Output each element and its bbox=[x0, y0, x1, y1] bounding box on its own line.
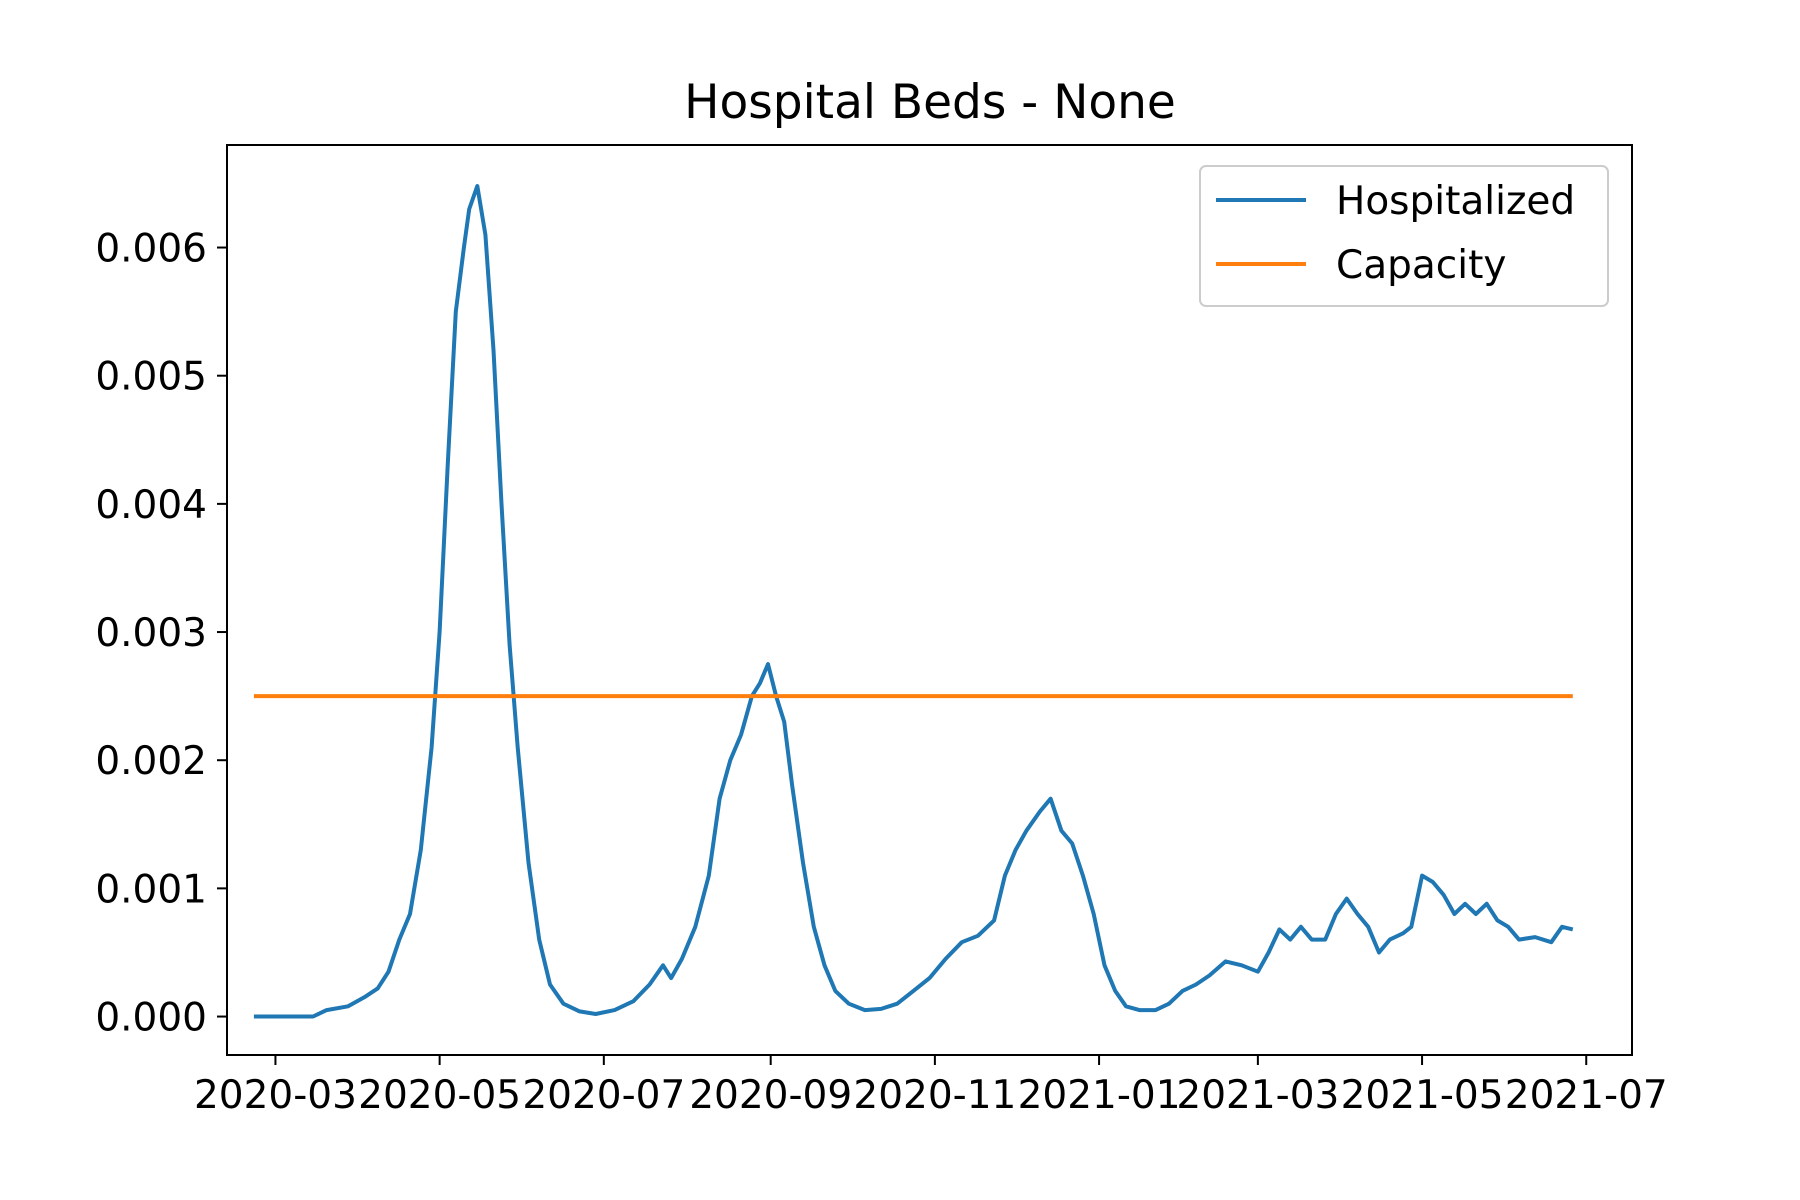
y-tick-label: 0.000 bbox=[95, 996, 207, 1041]
y-axis: 0.000 0.001 0.002 0.003 0.004 0.005 0.006 bbox=[95, 227, 227, 1041]
x-tick-label: 2020-11 bbox=[853, 1073, 1016, 1118]
series-line-hospitalized bbox=[253, 184, 1574, 1019]
x-axis: 2020-03 2020-05 2020-07 2020-09 2020-11 2021-… bbox=[194, 1055, 1668, 1118]
y-tick-label: 0.003 bbox=[95, 611, 207, 656]
x-tick-label: 2020-03 bbox=[194, 1073, 357, 1118]
x-tick-label: 2021-01 bbox=[1018, 1073, 1181, 1118]
legend: Hospitalized Capacity bbox=[1199, 165, 1609, 307]
series-layer bbox=[253, 184, 1574, 1019]
chart-title: Hospital Beds - None bbox=[684, 75, 1176, 130]
x-tick-label: 2021-07 bbox=[1505, 1073, 1668, 1118]
y-tick-label: 0.002 bbox=[95, 739, 207, 784]
x-tick-label: 2021-03 bbox=[1176, 1073, 1339, 1118]
x-tick-label: 2020-07 bbox=[522, 1073, 685, 1118]
x-tick-label: 2020-09 bbox=[689, 1073, 852, 1118]
x-tick-label: 2021-05 bbox=[1341, 1073, 1504, 1118]
legend-label-capacity: Capacity bbox=[1336, 243, 1506, 288]
y-tick-label: 0.006 bbox=[95, 227, 207, 272]
y-tick-label: 0.001 bbox=[95, 867, 207, 912]
legend-label-hospitalized: Hospitalized bbox=[1336, 179, 1575, 224]
plot-area bbox=[226, 144, 1633, 1056]
plot-frame bbox=[226, 144, 1633, 1056]
x-tick-label: 2020-05 bbox=[358, 1073, 521, 1118]
y-tick-label: 0.004 bbox=[95, 483, 207, 528]
y-tick-label: 0.005 bbox=[95, 355, 207, 400]
